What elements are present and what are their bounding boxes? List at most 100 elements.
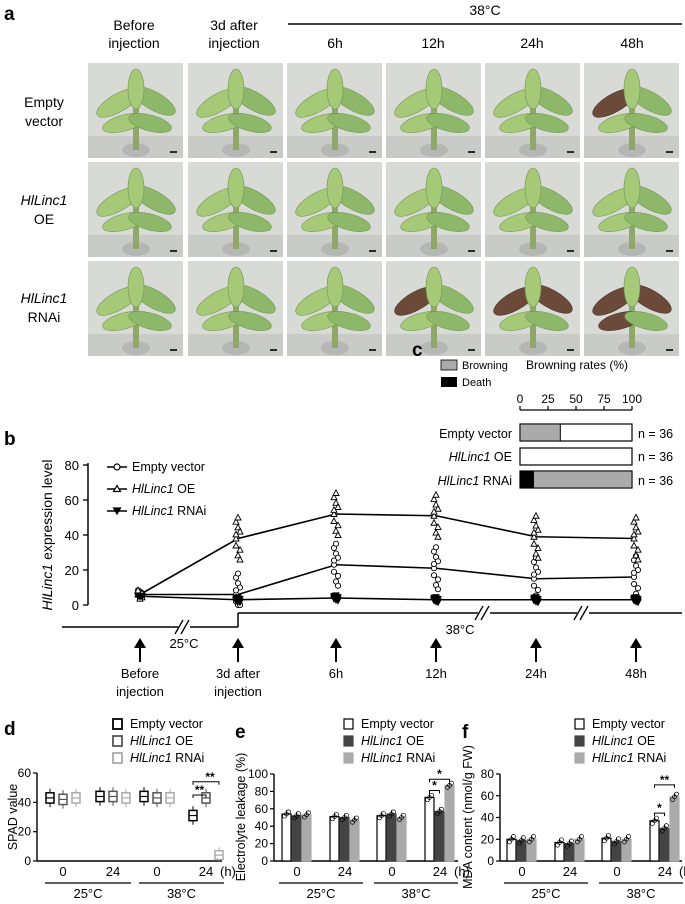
- plant-leaf: [425, 167, 443, 209]
- e-legend-empty-label: Empty vector: [361, 717, 434, 731]
- e-x-tick-label: 0: [388, 864, 395, 879]
- f-y-tick-label: 60: [481, 789, 495, 803]
- f-x-unit: (h): [679, 864, 685, 879]
- b-point-oe: [434, 532, 442, 540]
- plant-leaf: [623, 167, 641, 209]
- plant-photo: [88, 63, 183, 158]
- plant-leaf: [425, 266, 443, 308]
- b-point-rnai: [330, 594, 338, 602]
- e-sig-bracket: [429, 778, 450, 783]
- panel-b-legend: Empty vector HlLinc1 OE HlLinc1 RNAi: [107, 460, 206, 518]
- plant-photo: [386, 162, 481, 257]
- plant-leaf: [524, 266, 542, 308]
- chart-browning-rates: 0 25 50 75 100: [517, 392, 642, 489]
- b-point-rnai: [334, 597, 342, 605]
- tp-24h: 24h: [525, 666, 547, 681]
- b-point-empty: [330, 557, 338, 564]
- b-point-oe: [236, 555, 244, 563]
- plant-leaf: [525, 212, 569, 232]
- e-legend-empty-swatch: [343, 718, 354, 730]
- f-replicate: [569, 838, 574, 844]
- plant-leaf: [127, 68, 145, 110]
- f-replicate: [616, 836, 621, 842]
- plant-stem: [233, 108, 239, 150]
- f-replicate: [654, 815, 659, 821]
- b-point-oe: [634, 527, 642, 535]
- b-point-oe: [432, 490, 440, 498]
- d-group-label-25c: 25°C: [73, 886, 102, 901]
- d-legend-oe-label: HlLinc1 OE: [130, 734, 193, 748]
- tp-before-2: injection: [116, 684, 164, 699]
- f-y-tick-label: 20: [481, 832, 495, 846]
- f-legend-empty-label: Empty vector: [592, 717, 665, 731]
- b-point-oe: [234, 513, 242, 521]
- b-point-oe: [332, 498, 340, 506]
- b-point-rnai: [530, 596, 538, 604]
- b-point-oe: [530, 528, 538, 536]
- chart-spad: 0 20 40 60 0 24 0 24 (h) 25°C 38°C ****: [18, 766, 236, 901]
- b-point-empty: [430, 572, 438, 579]
- b-point-oe: [330, 505, 338, 513]
- b-point-oe: [232, 517, 240, 525]
- b-point-rnai: [236, 599, 244, 607]
- legend-browning-swatch: [440, 359, 458, 371]
- legend-oe-marker: [112, 484, 122, 493]
- b-point-oe: [430, 507, 438, 515]
- f-sig-bracket: [654, 784, 675, 788]
- b-point-oe: [432, 500, 440, 508]
- panel-c-letter: c: [412, 340, 423, 361]
- d-legend-empty-swatch: [112, 718, 123, 730]
- plant-photo: [386, 261, 481, 356]
- chart-electrolyte: 0 20 40 60 80 100 0 24 0 24 (h) 25°C 38°C **: [248, 767, 470, 901]
- panel-b-letter: b: [4, 429, 16, 450]
- timeline-arrow-head: [232, 638, 244, 648]
- plant-photo: [188, 162, 283, 257]
- plant-leaf: [327, 311, 371, 331]
- b-point-oe: [632, 513, 640, 521]
- legend-rnai-label: HlLinc1 RNAi: [132, 504, 206, 518]
- timeline-break-2b: [480, 605, 490, 621]
- legend-death-swatch: [441, 377, 457, 387]
- plant-photo: [584, 162, 679, 257]
- b-series-line: [140, 563, 637, 596]
- timeline-arrow-head: [430, 638, 442, 648]
- b-point-empty: [434, 576, 442, 583]
- plant-stem: [233, 207, 239, 249]
- b-point-empty: [334, 572, 342, 580]
- d-y-tick-label: 20: [18, 825, 32, 839]
- timeline-break-1a: [174, 619, 184, 635]
- b-point-empty: [630, 569, 638, 576]
- f-bar: [659, 827, 670, 862]
- b-point-oe: [530, 532, 538, 540]
- panel-e-ylabel: Electrolyte leakage (%): [234, 753, 248, 882]
- b-y-tick-label: 60: [65, 493, 79, 508]
- timeline-arrow-head: [530, 638, 542, 648]
- plant-leaf: [524, 68, 542, 110]
- b-point-oe: [530, 539, 538, 547]
- b-point-oe: [334, 521, 342, 529]
- b-point-oe: [434, 504, 442, 512]
- plant-photo: [584, 63, 679, 158]
- plant-leaf: [525, 311, 569, 331]
- panel-a-column-headers: Before injection 3d after injection 6h 1…: [108, 17, 643, 51]
- b-point-empty: [530, 582, 538, 589]
- d-legend-rnai-label: HlLinc1 RNAi: [130, 751, 204, 765]
- tp-6h: 6h: [329, 666, 343, 681]
- plant-photo: [188, 63, 283, 158]
- tp-48h: 48h: [625, 666, 647, 681]
- e-bar: [444, 784, 455, 862]
- f-x-tick-label: 24: [563, 864, 577, 879]
- f-legend-oe-label: HlLinc1 OE: [592, 734, 655, 748]
- timeline-arrow-head: [134, 638, 146, 648]
- c-x-tick-label: 75: [597, 392, 611, 406]
- c-row-rnai: HlLinc1 RNAi: [438, 474, 512, 488]
- col-header-48h: 48h: [620, 35, 643, 51]
- legend-rnai-marker: [112, 507, 122, 516]
- plant-stem: [431, 207, 437, 249]
- e-sig-label: *: [437, 767, 442, 781]
- b-point-empty: [334, 554, 342, 561]
- plant-stem: [332, 207, 338, 249]
- b-point-oe: [234, 523, 242, 531]
- plant-stem: [431, 306, 437, 348]
- c-x-tick-label: 100: [622, 392, 642, 406]
